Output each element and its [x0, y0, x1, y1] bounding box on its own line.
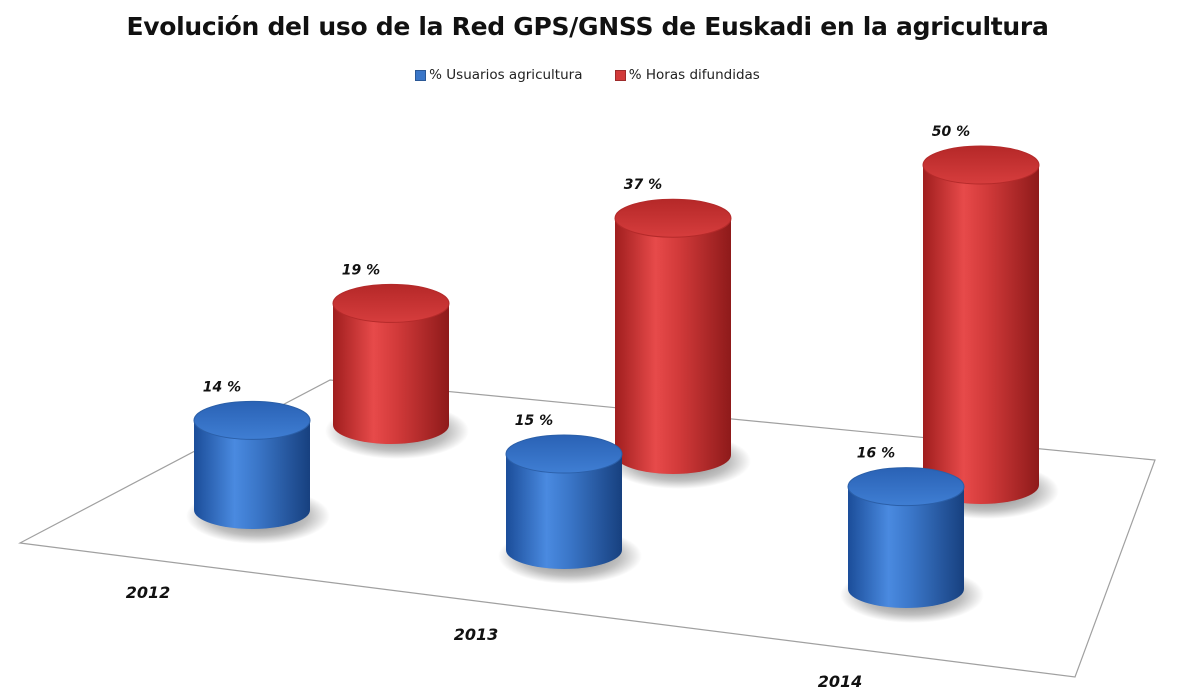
cylinder-body	[506, 454, 622, 569]
cylinder-0-2013	[498, 434, 642, 584]
cylinder-0-2014	[840, 467, 984, 623]
data-label: 15 %	[515, 413, 553, 429]
x-tick-label: 2013	[454, 625, 499, 644]
chart-title: Evolución del uso de la Red GPS/GNSS de …	[126, 12, 1049, 41]
cylinder-body	[194, 420, 310, 529]
cylinder-top	[332, 283, 450, 323]
legend-swatch-horas	[614, 69, 626, 81]
legend-label-usuarios: % Usuarios agricultura	[429, 67, 583, 83]
legend-item-usuarios: % Usuarios agricultura	[415, 67, 582, 83]
cylinder-body	[848, 486, 964, 608]
data-label: 16 %	[857, 446, 895, 462]
cylinder-top	[505, 434, 623, 474]
legend-label-horas: % Horas difundidas	[628, 67, 760, 83]
cylinder-1-2014	[915, 145, 1059, 519]
cylinder-1-2012	[325, 283, 469, 459]
legend-item-horas: % Horas difundidas	[614, 67, 760, 83]
cylinder-body	[615, 218, 731, 474]
data-label: 19 %	[342, 262, 380, 278]
cylinder-top	[922, 145, 1040, 185]
cylinder-body	[333, 303, 449, 444]
cylinder-body	[923, 165, 1039, 504]
legend-swatch-usuarios	[415, 69, 427, 81]
cylinder-top	[847, 467, 965, 507]
cylinder-top	[193, 400, 311, 440]
data-label: 14 %	[203, 379, 241, 395]
cylinder-0-2012	[186, 400, 330, 544]
data-label: 50 %	[932, 124, 970, 140]
cylinder-1-2013	[607, 198, 751, 489]
data-label: 37 %	[624, 177, 662, 193]
x-tick-label: 2014	[818, 672, 863, 691]
legend: % Usuarios agricultura % Horas difundida…	[0, 67, 1175, 85]
cylinder-top	[614, 198, 732, 238]
x-tick-label: 2012	[126, 583, 171, 602]
